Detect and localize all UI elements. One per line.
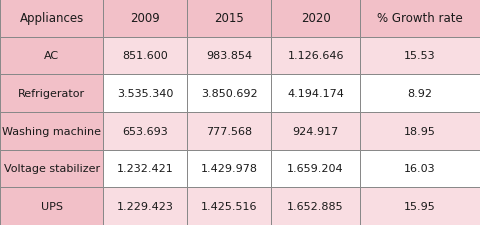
Text: 1.425.516: 1.425.516 bbox=[201, 201, 257, 211]
Text: 924.917: 924.917 bbox=[292, 126, 339, 136]
Text: 1.232.421: 1.232.421 bbox=[117, 164, 174, 174]
Bar bbox=[187, 0, 271, 38]
Bar bbox=[271, 38, 360, 75]
Text: 15.53: 15.53 bbox=[404, 51, 436, 61]
Bar bbox=[271, 150, 360, 187]
Text: UPS: UPS bbox=[41, 201, 62, 211]
Text: 1.126.646: 1.126.646 bbox=[288, 51, 344, 61]
Text: 16.03: 16.03 bbox=[404, 164, 436, 174]
Bar bbox=[103, 75, 187, 112]
Bar bbox=[103, 150, 187, 187]
Text: 2009: 2009 bbox=[131, 12, 160, 25]
Text: % Growth rate: % Growth rate bbox=[377, 12, 463, 25]
Text: 851.600: 851.600 bbox=[122, 51, 168, 61]
Text: Washing machine: Washing machine bbox=[2, 126, 101, 136]
Text: 4.194.174: 4.194.174 bbox=[287, 89, 344, 99]
Bar bbox=[187, 112, 271, 150]
Bar bbox=[271, 75, 360, 112]
Text: 1.429.978: 1.429.978 bbox=[201, 164, 258, 174]
Text: 653.693: 653.693 bbox=[122, 126, 168, 136]
Bar bbox=[187, 187, 271, 225]
Bar bbox=[360, 0, 480, 38]
Bar bbox=[0, 38, 103, 75]
Text: 3.850.692: 3.850.692 bbox=[201, 89, 257, 99]
Bar bbox=[360, 75, 480, 112]
Text: Appliances: Appliances bbox=[20, 12, 84, 25]
Text: 15.95: 15.95 bbox=[404, 201, 436, 211]
Bar bbox=[187, 38, 271, 75]
Bar bbox=[103, 112, 187, 150]
Text: 2015: 2015 bbox=[215, 12, 244, 25]
Bar bbox=[360, 38, 480, 75]
Bar bbox=[0, 0, 103, 38]
Bar bbox=[187, 75, 271, 112]
Text: Refrigerator: Refrigerator bbox=[18, 89, 85, 99]
Bar bbox=[360, 112, 480, 150]
Bar bbox=[0, 187, 103, 225]
Text: 1.229.423: 1.229.423 bbox=[117, 201, 174, 211]
Bar bbox=[0, 150, 103, 187]
Bar bbox=[0, 112, 103, 150]
Text: AC: AC bbox=[44, 51, 59, 61]
Text: 983.854: 983.854 bbox=[206, 51, 252, 61]
Text: 8.92: 8.92 bbox=[408, 89, 432, 99]
Text: 18.95: 18.95 bbox=[404, 126, 436, 136]
Bar bbox=[103, 0, 187, 38]
Bar bbox=[360, 150, 480, 187]
Bar bbox=[187, 150, 271, 187]
Bar bbox=[271, 187, 360, 225]
Text: 777.568: 777.568 bbox=[206, 126, 252, 136]
Bar bbox=[271, 0, 360, 38]
Bar bbox=[271, 112, 360, 150]
Bar bbox=[360, 187, 480, 225]
Bar bbox=[0, 75, 103, 112]
Text: Voltage stabilizer: Voltage stabilizer bbox=[3, 164, 100, 174]
Bar bbox=[103, 38, 187, 75]
Text: 1.659.204: 1.659.204 bbox=[288, 164, 344, 174]
Text: 2020: 2020 bbox=[301, 12, 330, 25]
Text: 3.535.340: 3.535.340 bbox=[117, 89, 173, 99]
Text: 1.652.885: 1.652.885 bbox=[288, 201, 344, 211]
Bar bbox=[103, 187, 187, 225]
